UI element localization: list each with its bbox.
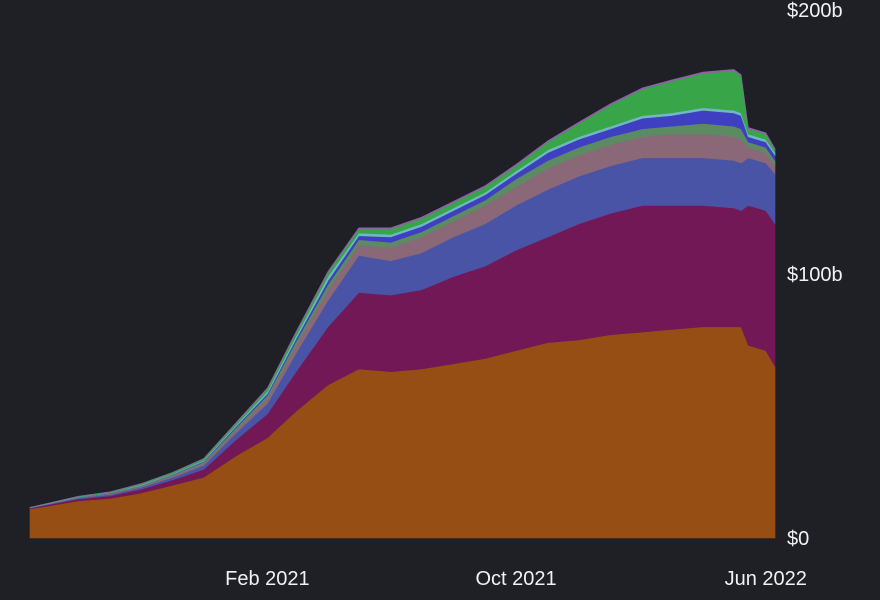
y-tick-label: $200b [787,0,843,22]
series-areas [29,69,776,539]
x-tick-label: Oct 2021 [475,568,556,590]
x-tick-label: Feb 2021 [225,568,310,590]
y-tick-label: $100b [787,264,843,286]
x-tick-label: Jun 2022 [725,568,807,590]
x-axis-ticks: Feb 2021 Oct 2021 Jun 2022 [225,568,807,590]
series-area-9 [29,69,776,508]
y-tick-label: $0 [787,528,809,550]
y-axis-ticks: $0 $100b $200b [787,0,843,550]
